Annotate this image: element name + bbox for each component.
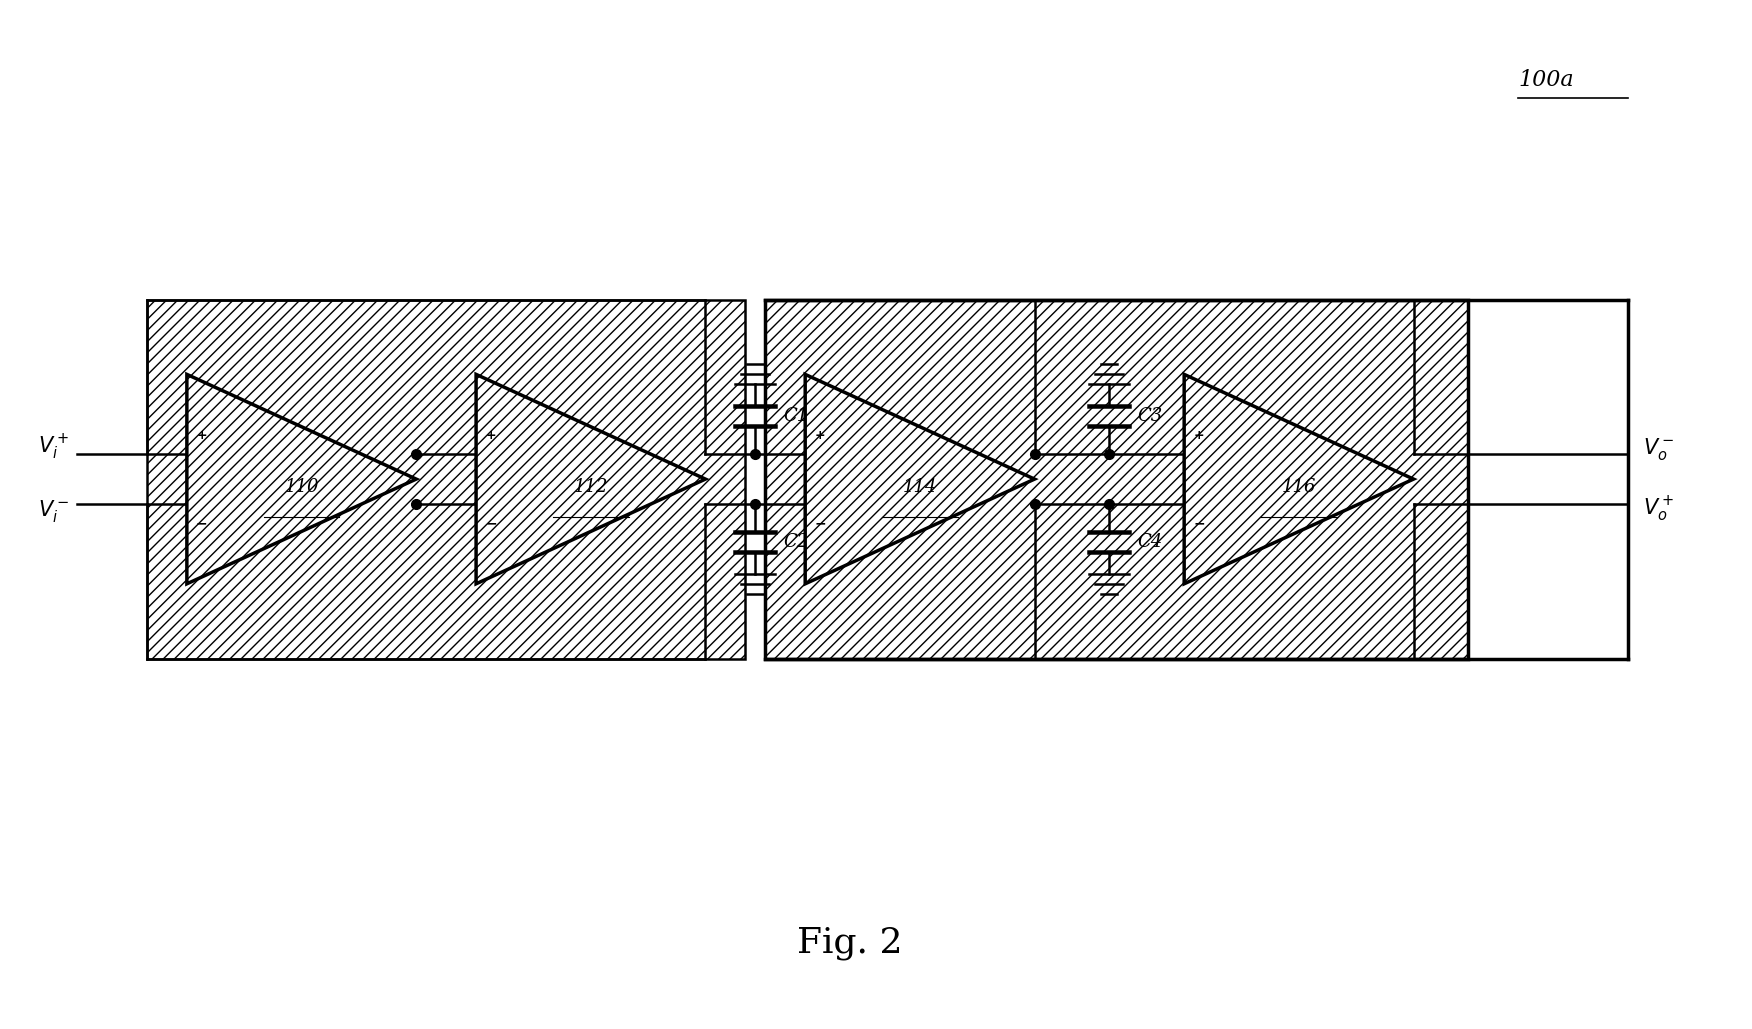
Text: 114: 114 <box>902 478 937 496</box>
Text: $V_o^+$: $V_o^+$ <box>1643 494 1675 524</box>
Bar <box>147 299 745 659</box>
Polygon shape <box>477 375 706 583</box>
Text: +: + <box>196 429 207 441</box>
Text: +: + <box>485 429 496 441</box>
Text: 110: 110 <box>284 478 319 496</box>
Text: C1: C1 <box>783 407 808 425</box>
Text: −: − <box>1193 517 1205 530</box>
Text: −: − <box>815 517 825 530</box>
Text: +: + <box>1193 429 1204 441</box>
Text: $V_i^-$: $V_i^-$ <box>39 498 68 524</box>
Text: C2: C2 <box>783 533 808 551</box>
Polygon shape <box>1184 375 1414 583</box>
Polygon shape <box>187 375 417 583</box>
Polygon shape <box>806 375 1035 583</box>
Bar <box>147 299 745 659</box>
Bar <box>766 299 1468 659</box>
Text: −: − <box>196 517 208 530</box>
Text: Fig. 2: Fig. 2 <box>797 926 902 960</box>
Text: +: + <box>815 429 825 441</box>
Text: −: − <box>485 517 498 530</box>
Text: C4: C4 <box>1137 533 1163 551</box>
Text: 100a: 100a <box>1519 69 1573 92</box>
Text: 112: 112 <box>573 478 608 496</box>
Bar <box>766 299 1468 659</box>
Text: $V_i^+$: $V_i^+$ <box>39 432 68 462</box>
Text: C3: C3 <box>1137 407 1163 425</box>
Text: $V_o^-$: $V_o^-$ <box>1643 436 1675 462</box>
Text: 116: 116 <box>1282 478 1316 496</box>
